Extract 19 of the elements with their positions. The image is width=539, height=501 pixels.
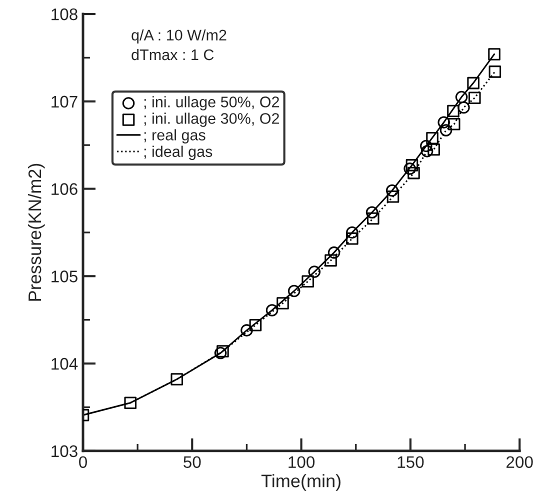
y-tick-label: 108 (52, 8, 78, 20)
legend-label: ; ini. ullage 50%, O2 (144, 96, 279, 110)
legend-label: ; real gas (144, 129, 206, 144)
x-axis-title: Time(min) (261, 474, 340, 491)
x-tick-label: 200 (506, 456, 533, 468)
x-tick-label: 50 (184, 456, 201, 468)
x-tick-label: 100 (288, 456, 315, 468)
y-tick-label: 104 (52, 358, 78, 370)
x-tick-label: 150 (398, 456, 424, 468)
y-tick-label: 103 (52, 445, 78, 458)
annotation: q/A : 10 W/m2 (132, 29, 226, 44)
y-tick-label: 105 (52, 270, 78, 282)
y-tick-label: 106 (52, 183, 78, 195)
legend-label: ; ideal gas (144, 146, 212, 160)
x-tick-label: 0 (79, 456, 87, 468)
annotation: dTmax : 1 C (132, 48, 214, 60)
legend-label: ; ini. ullage 30%, O2 (144, 112, 279, 127)
y-axis-title: Pressure(KN/m2) (28, 164, 45, 301)
y-tick-label: 107 (52, 96, 78, 108)
